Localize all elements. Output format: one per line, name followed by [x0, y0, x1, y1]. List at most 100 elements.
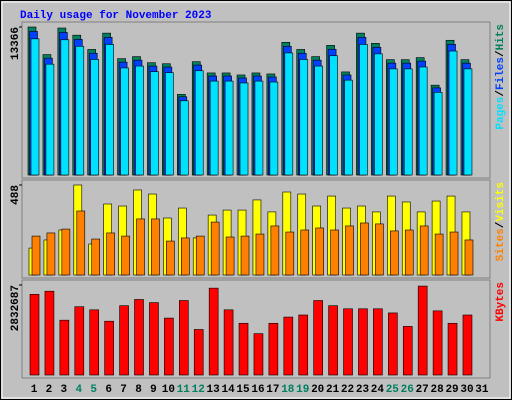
bar [59, 319, 70, 376]
x-tick-label: 25 [386, 384, 400, 396]
bar [360, 222, 369, 276]
bar [30, 38, 40, 176]
legend-entry: Hits [495, 24, 507, 50]
bar [121, 235, 130, 276]
bar [60, 39, 70, 176]
bar [195, 235, 205, 276]
bar [181, 237, 190, 276]
bar [180, 100, 189, 176]
bar [209, 80, 219, 176]
bar [238, 322, 249, 376]
bar [329, 55, 338, 176]
bar [390, 230, 399, 276]
x-tick-label: 12 [192, 384, 205, 396]
bar [240, 235, 250, 276]
bar [314, 65, 323, 176]
bar [299, 59, 309, 176]
bar [373, 308, 383, 376]
legend-separator: / [495, 50, 507, 57]
bar [270, 225, 280, 276]
bar [135, 65, 144, 176]
bar [359, 44, 368, 176]
x-tick-label: 13 [207, 384, 221, 396]
bar [432, 310, 443, 376]
bar [374, 53, 383, 176]
bar [208, 287, 219, 376]
bar [29, 294, 40, 376]
bar [151, 218, 160, 276]
x-tick-label: 31 [475, 384, 489, 396]
bar [402, 326, 413, 376]
bar [449, 231, 459, 276]
bar [313, 300, 323, 376]
bar [419, 225, 429, 276]
x-tick-label: 2 [46, 384, 53, 396]
legend-entry: Visits [495, 182, 507, 222]
y-tick-label: 13366 [10, 27, 22, 60]
bar [89, 309, 100, 376]
x-tick-label: 10 [162, 384, 175, 396]
bar [149, 302, 159, 376]
legend-entry: Sites [495, 228, 507, 261]
bar [136, 218, 145, 276]
bar [46, 232, 56, 276]
bar [74, 306, 85, 376]
bar [90, 59, 100, 176]
bar [328, 305, 338, 376]
bar [224, 80, 234, 176]
bar [388, 312, 398, 376]
bar [105, 44, 114, 176]
bar [345, 225, 354, 276]
legend-separator: / [495, 90, 507, 97]
bar [120, 67, 129, 176]
x-tick-label: 24 [371, 384, 385, 396]
bar [389, 68, 398, 176]
bar [150, 71, 159, 176]
bar [268, 322, 279, 376]
x-tick-label: 16 [251, 384, 264, 396]
bar [404, 229, 414, 276]
bar [434, 233, 444, 276]
bar [315, 227, 324, 276]
x-tick-label: 3 [61, 384, 68, 396]
bar [91, 238, 101, 276]
bar [269, 81, 279, 176]
bar [300, 229, 310, 276]
x-tick-label: 6 [105, 384, 112, 396]
bar [179, 300, 189, 376]
bar [447, 322, 458, 376]
x-tick-label: 19 [296, 384, 309, 396]
bar [343, 308, 353, 376]
bar [44, 290, 55, 376]
legend-entry: KBytes [495, 282, 507, 322]
legend: KBytes [495, 282, 507, 322]
bar [75, 46, 85, 176]
legend-separator: / [495, 221, 507, 228]
x-tick-label: 11 [177, 384, 191, 396]
x-tick-label: 22 [341, 384, 354, 396]
bar [165, 72, 174, 176]
bar [164, 317, 174, 376]
y-tick-label: 488 [10, 185, 22, 205]
bar [285, 231, 295, 276]
bar [239, 82, 249, 176]
chart-title: Daily usage for November 2023 [20, 10, 212, 22]
bar [106, 232, 115, 276]
x-tick-label: 21 [326, 384, 340, 396]
bar [76, 210, 86, 276]
x-tick-label: 17 [266, 384, 279, 396]
y-tick-label: 2832687 [10, 285, 22, 331]
bar [358, 308, 368, 376]
x-tick-label: 23 [356, 384, 370, 396]
bar [418, 66, 428, 176]
x-tick-label: 29 [445, 384, 458, 396]
bar [253, 333, 264, 376]
x-tick-label: 7 [120, 384, 127, 396]
bar [254, 80, 264, 176]
legend: Pages/Files/Hits [495, 24, 507, 130]
bar [284, 52, 294, 176]
legend: Sites/Visits [495, 182, 507, 261]
x-tick-label: 15 [236, 384, 250, 396]
